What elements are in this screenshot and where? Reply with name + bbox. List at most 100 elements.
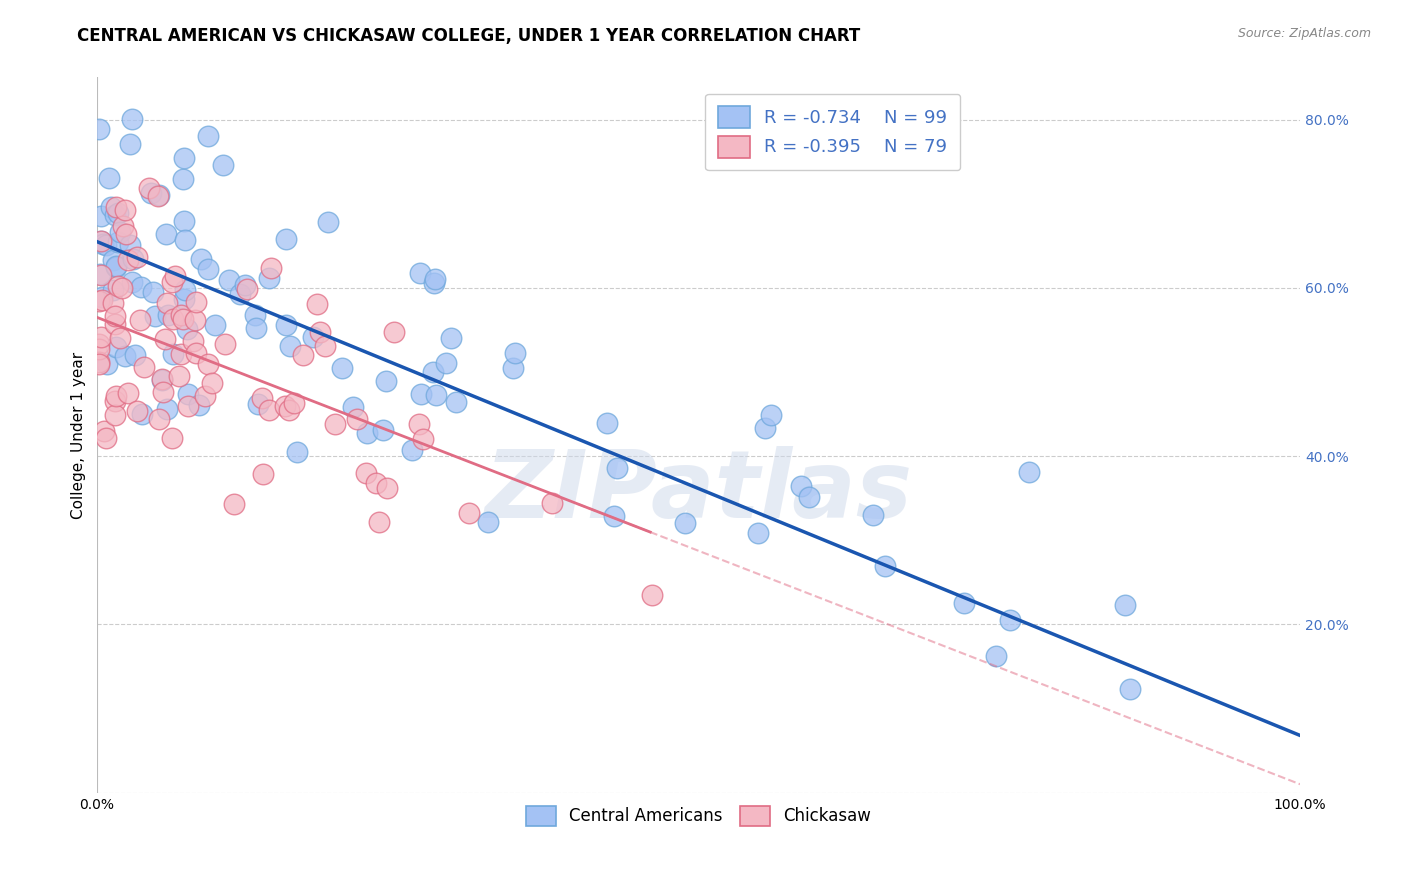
Point	[423, 276, 446, 290]
Point	[90, 209, 112, 223]
Point	[121, 275, 143, 289]
Point	[330, 361, 353, 376]
Point	[503, 346, 526, 360]
Point	[98, 171, 121, 186]
Point	[117, 386, 139, 401]
Point	[118, 237, 141, 252]
Point	[274, 399, 297, 413]
Point	[139, 186, 162, 201]
Point	[291, 348, 314, 362]
Point	[152, 372, 174, 386]
Point	[953, 596, 976, 610]
Point	[153, 332, 176, 346]
Point	[129, 280, 152, 294]
Point	[1018, 465, 1040, 479]
Point	[156, 402, 179, 417]
Point	[111, 280, 134, 294]
Point	[104, 394, 127, 409]
Point	[167, 368, 190, 383]
Point	[176, 322, 198, 336]
Point	[160, 431, 183, 445]
Point	[477, 515, 499, 529]
Point	[121, 252, 143, 267]
Point	[354, 466, 377, 480]
Point	[105, 340, 128, 354]
Point	[104, 200, 127, 214]
Point	[138, 181, 160, 195]
Point	[87, 294, 110, 309]
Point	[197, 262, 219, 277]
Point	[436, 356, 458, 370]
Point	[117, 253, 139, 268]
Point	[94, 238, 117, 252]
Point	[425, 272, 447, 286]
Point	[986, 649, 1008, 664]
Point	[108, 331, 131, 345]
Point	[108, 226, 131, 240]
Point	[127, 403, 149, 417]
Point	[104, 318, 127, 332]
Point	[104, 408, 127, 422]
Text: CENTRAL AMERICAN VS CHICKASAW COLLEGE, UNDER 1 YEAR CORRELATION CHART: CENTRAL AMERICAN VS CHICKASAW COLLEGE, U…	[77, 27, 860, 45]
Point	[104, 260, 127, 274]
Point	[346, 412, 368, 426]
Point	[91, 237, 114, 252]
Point	[314, 339, 336, 353]
Point	[218, 273, 240, 287]
Point	[87, 337, 110, 351]
Point	[187, 398, 209, 412]
Point	[105, 259, 128, 273]
Point	[243, 309, 266, 323]
Point	[260, 260, 283, 275]
Point	[323, 417, 346, 431]
Point	[998, 613, 1021, 627]
Point	[87, 342, 110, 356]
Point	[160, 276, 183, 290]
Point	[143, 309, 166, 323]
Point	[90, 268, 112, 282]
Text: Source: ZipAtlas.com: Source: ZipAtlas.com	[1237, 27, 1371, 40]
Point	[100, 200, 122, 214]
Point	[152, 384, 174, 399]
Point	[247, 397, 270, 411]
Point	[148, 412, 170, 426]
Point	[364, 475, 387, 490]
Point	[173, 214, 195, 228]
Point	[146, 189, 169, 203]
Point	[257, 271, 280, 285]
Point	[124, 348, 146, 362]
Point	[257, 403, 280, 417]
Point	[101, 252, 124, 267]
Point	[250, 391, 273, 405]
Point	[375, 374, 398, 388]
Y-axis label: College, Under 1 year: College, Under 1 year	[72, 351, 86, 518]
Point	[105, 388, 128, 402]
Point	[371, 423, 394, 437]
Point	[162, 347, 184, 361]
Point	[285, 445, 308, 459]
Point	[214, 337, 236, 351]
Point	[458, 507, 481, 521]
Point	[309, 325, 332, 339]
Point	[277, 403, 299, 417]
Point	[162, 311, 184, 326]
Point	[155, 227, 177, 241]
Point	[101, 296, 124, 310]
Point	[173, 151, 195, 165]
Point	[245, 320, 267, 334]
Point	[107, 206, 129, 220]
Point	[862, 508, 884, 522]
Point	[132, 360, 155, 375]
Point	[176, 399, 198, 413]
Point	[90, 234, 112, 248]
Point	[104, 208, 127, 222]
Point	[89, 267, 111, 281]
Point	[606, 461, 628, 475]
Point	[754, 421, 776, 435]
Point	[190, 252, 212, 266]
Point	[641, 589, 664, 603]
Point	[212, 158, 235, 172]
Point	[283, 396, 305, 410]
Point	[502, 361, 524, 376]
Point	[541, 496, 564, 510]
